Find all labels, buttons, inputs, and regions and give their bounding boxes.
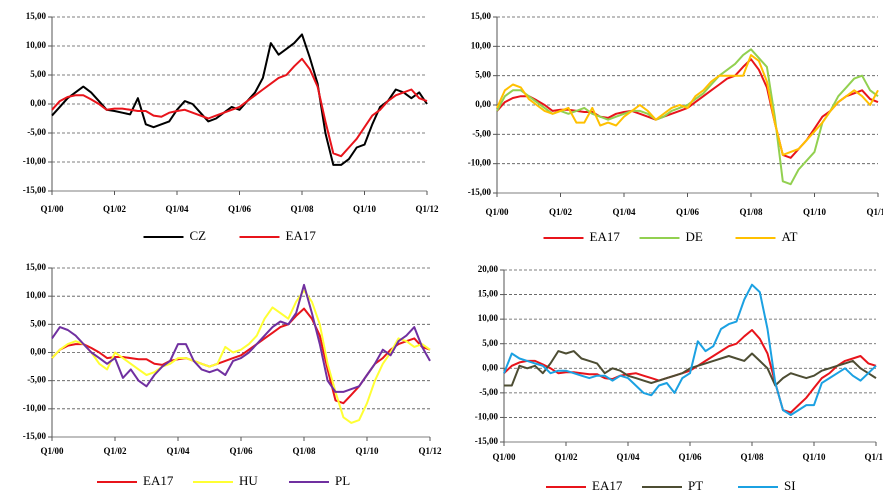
y-tick-label: -10,00 [475, 411, 499, 421]
series-line [51, 283, 431, 393]
x-tick-label: Q1/00 [40, 204, 64, 214]
x-tick-label: Q1/06 [228, 204, 252, 214]
y-tick-label: 15,00 [478, 289, 499, 299]
x-tick-label: Q1/08 [292, 446, 316, 456]
x-tick-label: Q1/04 [165, 204, 189, 214]
series-line [504, 350, 877, 387]
y-tick-label: 0,00 [30, 347, 46, 357]
y-tick-label: 5,00 [30, 318, 46, 328]
y-tick-label: -5,00 [27, 127, 46, 137]
x-tick-label: Q1/02 [554, 452, 578, 462]
x-tick-label: Q1/04 [166, 446, 190, 456]
x-tick-label: Q1/00 [492, 452, 516, 462]
x-tick-label: Q1/06 [678, 452, 702, 462]
x-tick-label: Q1/12 [418, 446, 442, 456]
legend-label: HU [239, 473, 258, 488]
y-tick-label: -15,00 [23, 431, 47, 441]
legend-label: PL [335, 473, 350, 488]
y-tick-label: 10,00 [471, 40, 492, 50]
x-tick-label: Q1/12 [864, 452, 883, 462]
legend-label: EA17 [143, 473, 174, 488]
legend-label: EA17 [286, 228, 317, 243]
series-line [51, 57, 428, 158]
series-line [51, 33, 428, 166]
legend-label: AT [782, 229, 798, 244]
legend-label: EA17 [590, 229, 621, 244]
y-tick-label: 10,00 [26, 40, 47, 50]
x-tick-label: Q1/10 [803, 207, 827, 217]
y-tick-label: -5,00 [479, 387, 498, 397]
y-tick-label: 20,00 [478, 264, 499, 274]
y-tick-label: -10,00 [468, 158, 492, 168]
x-tick-label: Q1/04 [612, 207, 636, 217]
y-tick-label: 0,00 [30, 98, 46, 108]
x-tick-label: Q1/04 [616, 452, 640, 462]
legend-label: EA17 [592, 478, 623, 493]
series-line [51, 289, 431, 424]
y-tick-label: 0,00 [475, 99, 491, 109]
x-tick-label: Q1/02 [549, 207, 573, 217]
x-tick-label: Q1/10 [802, 452, 826, 462]
y-tick-label: 5,00 [475, 70, 491, 80]
x-tick-label: Q1/08 [739, 207, 763, 217]
y-tick-label: -15,00 [475, 436, 499, 446]
chart-panel: -15,00 -10,00 -5,00 0,00 5,00 10,00 15,00 Q1/00… [468, 11, 883, 244]
y-tick-label: 15,00 [26, 11, 47, 21]
y-tick-label: -5,00 [472, 128, 491, 138]
series-line [503, 283, 877, 416]
y-tick-label: 5,00 [482, 338, 498, 348]
x-tick-label: Q1/10 [353, 204, 377, 214]
x-tick-label: Q1/08 [740, 452, 764, 462]
series-line [496, 54, 879, 156]
y-tick-label: 10,00 [26, 290, 47, 300]
series-line [51, 307, 431, 405]
x-tick-label: Q1/06 [229, 446, 253, 456]
x-tick-label: Q1/02 [103, 446, 127, 456]
y-tick-label: 15,00 [26, 262, 47, 272]
x-tick-label: Q1/12 [415, 204, 439, 214]
y-tick-label: -5,00 [27, 375, 46, 385]
x-tick-label: Q1/00 [40, 446, 64, 456]
x-tick-label: Q1/06 [676, 207, 700, 217]
y-tick-label: -10,00 [23, 156, 47, 166]
y-tick-label: -10,00 [23, 403, 47, 413]
x-tick-label: Q1/02 [103, 204, 127, 214]
legend-label: CZ [190, 228, 207, 243]
y-tick-label: 15,00 [471, 11, 492, 21]
legend-label: PT [688, 478, 703, 493]
y-tick-label: 0,00 [482, 362, 498, 372]
x-tick-label: Q1/00 [485, 207, 509, 217]
legend-label: DE [686, 229, 703, 244]
y-tick-label: 10,00 [478, 313, 499, 323]
chart-panel: -15,00 -10,00 -5,00 0,00 5,00 10,00 15,00 Q1/00… [23, 262, 442, 488]
x-tick-label: Q1/10 [355, 446, 379, 456]
x-tick-label: Q1/08 [290, 204, 314, 214]
y-tick-label: -15,00 [23, 185, 47, 195]
chart-panel: -15,00 -10,00 -5,00 0,00 5,00 10,00 15,00 20,00… [475, 264, 883, 493]
x-tick-label: Q1/12 [866, 207, 883, 217]
chart-panel: -15,00 -10,00 -5,00 0,00 5,00 10,00 15,00 Q1/00… [23, 11, 439, 243]
y-tick-label: -15,00 [468, 187, 492, 197]
legend-label: SI [784, 478, 796, 493]
y-tick-label: 5,00 [30, 69, 46, 79]
